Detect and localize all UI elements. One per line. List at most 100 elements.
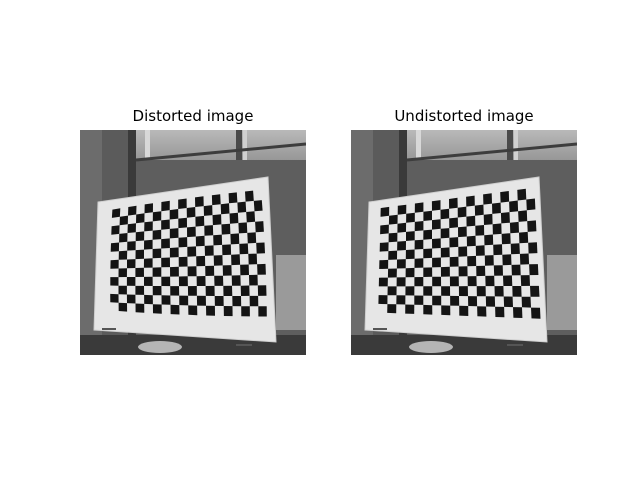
checker-square — [519, 232, 528, 243]
checker-square — [197, 276, 206, 286]
checker-square — [467, 236, 476, 247]
checker-square — [380, 242, 389, 251]
checker-square — [415, 221, 424, 231]
checker-square — [204, 205, 213, 216]
checker-square — [512, 265, 521, 276]
checker-square — [119, 251, 128, 260]
checker-square — [205, 245, 214, 256]
checker-square — [239, 243, 248, 254]
checker-square — [221, 224, 230, 235]
checker-square — [245, 191, 254, 202]
checker-square — [250, 296, 259, 306]
checker-square — [475, 205, 484, 216]
checker-square — [510, 222, 519, 233]
checker-square — [127, 241, 136, 251]
checker-square — [232, 296, 241, 306]
checker-square — [415, 258, 424, 268]
checker-square — [144, 221, 153, 231]
checker-square — [379, 260, 388, 269]
checker-square — [468, 276, 477, 286]
checker-square — [423, 249, 432, 259]
checker-square — [221, 203, 230, 214]
checker-square — [161, 220, 170, 230]
checker-square — [223, 265, 232, 276]
checker-square — [379, 278, 388, 287]
checker-square — [187, 246, 196, 256]
checker-square — [441, 286, 450, 296]
checker-square — [241, 306, 250, 316]
checker-square — [415, 240, 424, 250]
checker-square — [396, 295, 405, 304]
board-print-mark — [236, 344, 252, 346]
checker-square — [381, 207, 390, 217]
checker-square — [153, 304, 162, 314]
checker-square — [230, 233, 239, 244]
checker-square — [378, 295, 387, 304]
checker-square — [188, 266, 197, 276]
checker-square — [466, 196, 475, 207]
checker-square — [509, 201, 518, 213]
checker-square — [153, 230, 162, 240]
checker-square — [517, 189, 526, 201]
checker-square — [484, 214, 493, 225]
checker-square — [397, 259, 406, 268]
checker-square — [423, 286, 432, 295]
checker-square — [170, 286, 179, 296]
checker-square — [397, 241, 406, 251]
checker-square — [423, 267, 432, 277]
checker-square — [397, 223, 406, 233]
board-print-mark — [373, 328, 387, 330]
checker-square — [196, 256, 205, 266]
checker-square — [222, 244, 231, 255]
checker-square — [466, 216, 475, 227]
checker-square — [518, 210, 527, 222]
checker-square — [127, 295, 136, 304]
checker-square — [415, 202, 424, 212]
checker-square — [153, 211, 162, 221]
checker-square — [414, 277, 423, 286]
checker-square — [380, 225, 389, 235]
checker-square — [529, 264, 538, 275]
checker-square — [179, 276, 188, 286]
hand-bottom — [409, 341, 453, 353]
checker-square — [441, 267, 450, 277]
checker-square — [213, 235, 222, 246]
checker-square — [119, 303, 128, 312]
checker-square — [526, 199, 535, 211]
board-print-mark — [507, 344, 523, 346]
checker-square — [432, 200, 441, 211]
checker-square — [248, 254, 257, 265]
checker-square — [432, 296, 441, 306]
checker-square — [249, 275, 258, 286]
checker-square — [195, 196, 204, 207]
checker-square — [527, 220, 536, 232]
checker-square — [135, 268, 144, 277]
checker-square — [476, 266, 485, 276]
checker-square — [206, 286, 215, 296]
checker-square — [128, 206, 137, 216]
checker-square — [450, 257, 459, 267]
checker-square — [521, 275, 530, 286]
checker-square — [111, 243, 119, 252]
checker-square — [170, 267, 179, 277]
checker-square — [531, 308, 541, 319]
checker-square — [135, 286, 144, 295]
undistorted-image-title: Undistorted image — [351, 106, 577, 126]
checker-square — [458, 227, 467, 238]
undistorted-checkerboard-photo — [351, 130, 577, 355]
checker-square — [423, 230, 432, 240]
undistorted-image-panel — [351, 130, 577, 355]
checker-square — [449, 218, 458, 229]
checker-square — [406, 213, 415, 223]
checker-square — [258, 306, 267, 316]
checker-square — [256, 243, 265, 254]
checker-square — [119, 286, 127, 295]
checker-square — [179, 257, 188, 267]
distorted-image-title: Distorted image — [80, 106, 306, 126]
checker-square — [388, 269, 397, 278]
checker-square — [406, 268, 415, 277]
checker-square — [144, 258, 153, 268]
distorted-image-panel — [80, 130, 306, 355]
checker-square — [161, 258, 170, 268]
checker-square — [153, 286, 162, 295]
